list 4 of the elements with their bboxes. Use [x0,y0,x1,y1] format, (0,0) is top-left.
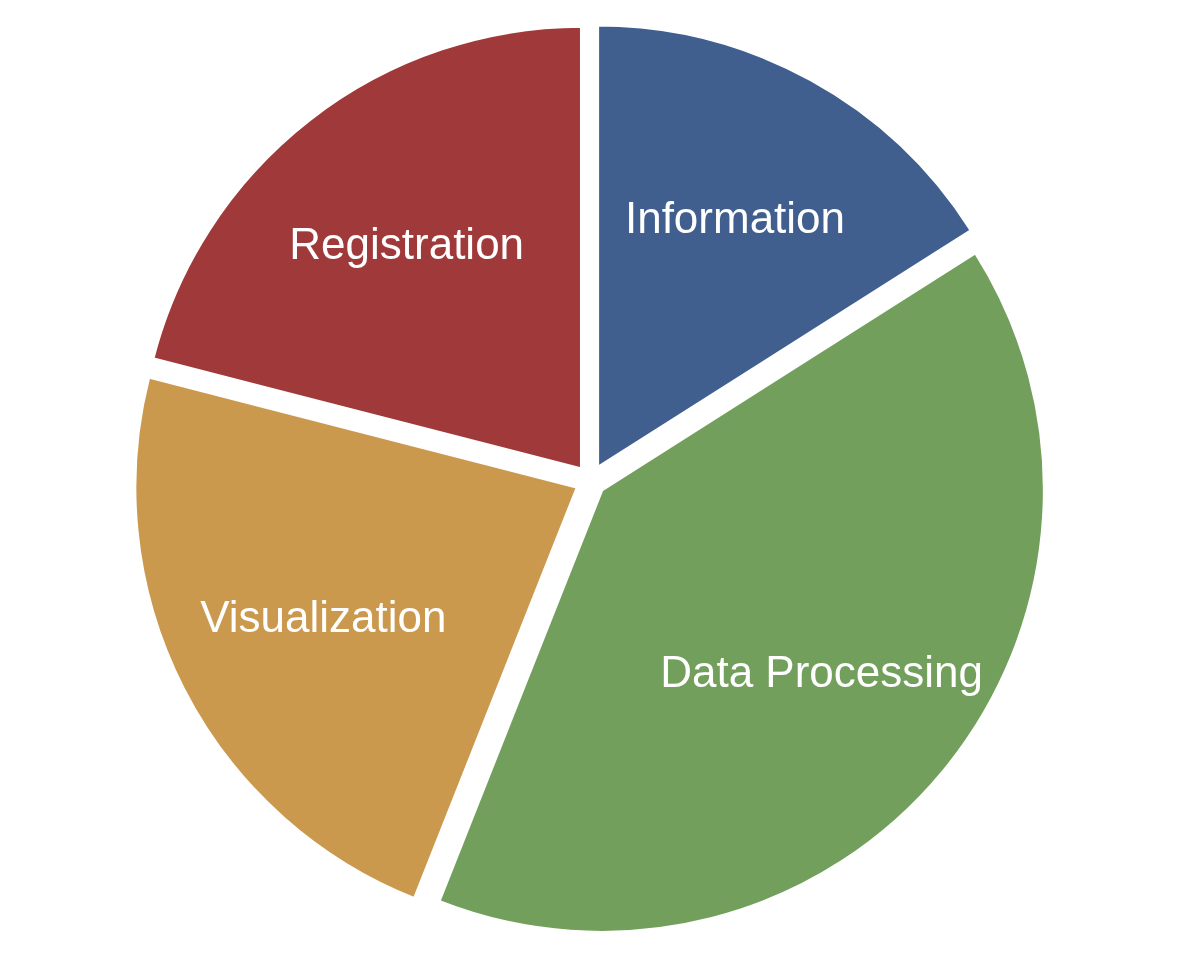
slice-label: Visualization [200,592,447,642]
slice-label: Registration [289,219,525,269]
slice-label: Data Processing [660,647,984,697]
slice-label: Information [624,193,846,243]
